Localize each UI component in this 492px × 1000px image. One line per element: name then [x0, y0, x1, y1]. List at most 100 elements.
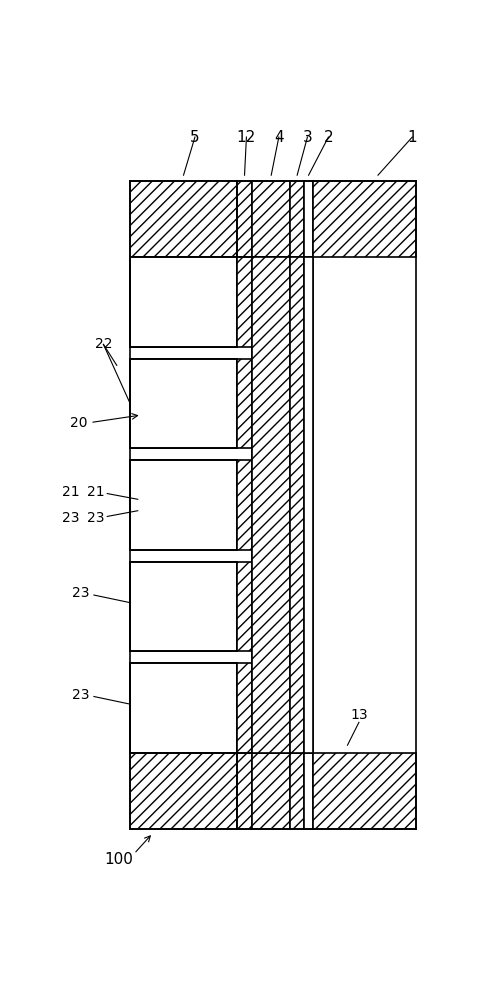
Text: 21: 21 [87, 485, 105, 499]
Circle shape [175, 688, 192, 706]
Bar [252, 257, 290, 753]
Circle shape [132, 586, 150, 604]
Circle shape [153, 259, 171, 277]
Bar [237, 460, 252, 550]
Bar [313, 181, 416, 257]
Circle shape [217, 564, 235, 582]
Circle shape [175, 609, 192, 627]
Bar [130, 257, 237, 347]
Circle shape [132, 282, 150, 300]
Circle shape [153, 688, 171, 706]
Circle shape [196, 383, 214, 401]
Circle shape [217, 259, 235, 277]
Circle shape [196, 507, 214, 525]
Circle shape [132, 304, 150, 322]
Circle shape [175, 485, 192, 503]
Text: 2: 2 [324, 130, 333, 145]
Circle shape [132, 259, 150, 277]
Circle shape [217, 304, 235, 322]
Circle shape [175, 507, 192, 525]
Circle shape [196, 733, 214, 751]
Bar [130, 663, 237, 753]
Circle shape [132, 609, 150, 627]
Circle shape [217, 609, 235, 627]
Circle shape [196, 327, 214, 345]
Circle shape [153, 507, 171, 525]
Circle shape [196, 259, 214, 277]
Circle shape [196, 361, 214, 379]
Bar [290, 181, 304, 257]
Circle shape [217, 327, 235, 345]
Text: 1: 1 [407, 130, 417, 145]
Circle shape [153, 665, 171, 683]
Circle shape [132, 733, 150, 751]
Circle shape [196, 428, 214, 446]
Circle shape [175, 327, 192, 345]
Circle shape [153, 383, 171, 401]
Bar [130, 562, 237, 651]
Circle shape [217, 428, 235, 446]
Text: 12: 12 [237, 130, 256, 145]
Circle shape [153, 631, 171, 649]
Circle shape [175, 586, 192, 604]
Circle shape [217, 530, 235, 548]
Circle shape [132, 688, 150, 706]
Bar [290, 753, 304, 829]
Circle shape [196, 631, 214, 649]
Circle shape [217, 665, 235, 683]
Bar [130, 753, 237, 829]
Bar [252, 181, 290, 257]
Circle shape [175, 665, 192, 683]
Circle shape [153, 327, 171, 345]
Circle shape [217, 710, 235, 728]
Circle shape [217, 631, 235, 649]
Circle shape [196, 710, 214, 728]
Text: 4: 4 [274, 130, 284, 145]
Circle shape [196, 462, 214, 480]
Bar [304, 257, 313, 753]
Circle shape [132, 530, 150, 548]
Circle shape [196, 304, 214, 322]
Circle shape [196, 530, 214, 548]
Circle shape [132, 485, 150, 503]
Circle shape [132, 327, 150, 345]
Circle shape [153, 586, 171, 604]
Bar [130, 359, 237, 448]
Circle shape [175, 462, 192, 480]
Circle shape [217, 733, 235, 751]
Circle shape [217, 383, 235, 401]
Circle shape [153, 530, 171, 548]
Circle shape [217, 462, 235, 480]
Text: 5: 5 [190, 130, 200, 145]
Circle shape [175, 383, 192, 401]
Circle shape [153, 282, 171, 300]
Circle shape [153, 609, 171, 627]
Bar [304, 257, 313, 753]
Bar [130, 460, 237, 550]
Circle shape [196, 406, 214, 424]
Bar [130, 181, 237, 257]
Circle shape [153, 733, 171, 751]
Circle shape [175, 361, 192, 379]
Text: 21: 21 [62, 485, 80, 499]
Bar [237, 359, 252, 448]
Circle shape [175, 428, 192, 446]
Text: 20: 20 [70, 416, 88, 430]
Bar [130, 460, 237, 550]
Circle shape [132, 462, 150, 480]
Circle shape [217, 586, 235, 604]
Circle shape [196, 485, 214, 503]
Text: 23: 23 [62, 511, 80, 525]
Bar [130, 359, 237, 448]
Circle shape [132, 406, 150, 424]
Text: 23: 23 [72, 586, 90, 600]
Bar [237, 181, 252, 257]
Circle shape [217, 282, 235, 300]
Circle shape [153, 406, 171, 424]
Circle shape [153, 361, 171, 379]
Circle shape [153, 304, 171, 322]
Circle shape [175, 631, 192, 649]
Circle shape [132, 361, 150, 379]
Text: 22: 22 [94, 337, 112, 351]
Text: 23: 23 [87, 511, 105, 525]
